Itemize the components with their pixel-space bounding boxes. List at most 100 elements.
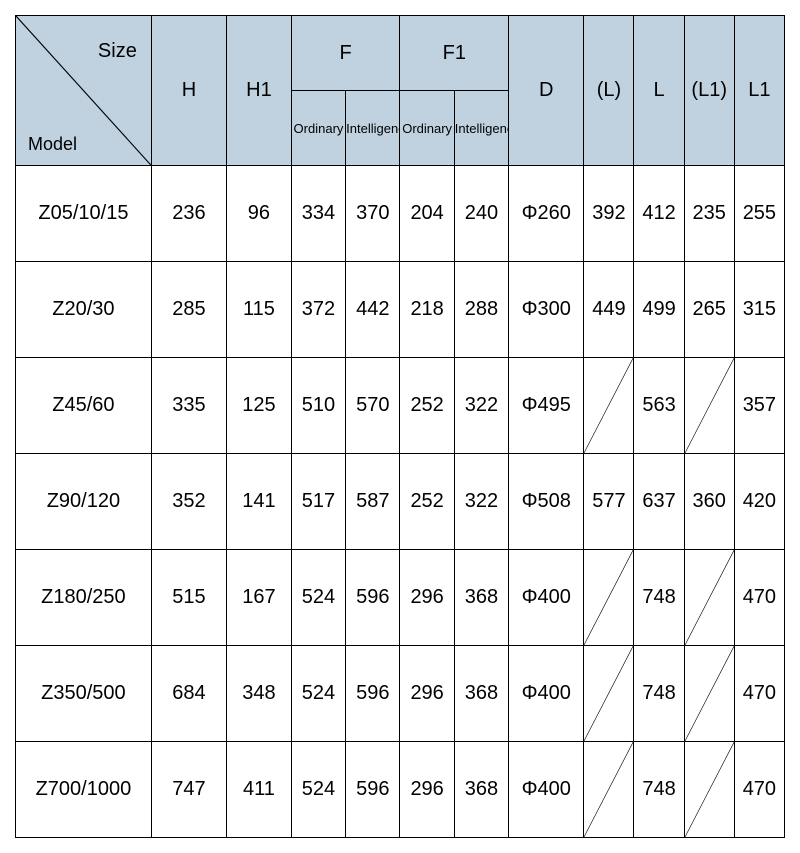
cell-D: Φ508: [509, 454, 584, 550]
cell-Lp: [584, 742, 634, 838]
cell-model: Z90/120: [16, 454, 152, 550]
table-row: Z90/120352141517587252322Φ50857763736042…: [16, 454, 785, 550]
cell-F-ordinary: 372: [291, 262, 345, 358]
col-L1p: (L1): [684, 16, 734, 166]
cell-H: 335: [151, 358, 226, 454]
cell-D: Φ495: [509, 358, 584, 454]
table-body: Z05/10/1523696334370204240Φ2603924122352…: [16, 166, 785, 838]
corner-model-label: Model: [28, 134, 77, 155]
cell-F-ordinary: 524: [291, 742, 345, 838]
cell-L1p: [684, 550, 734, 646]
cell-model: Z45/60: [16, 358, 152, 454]
cell-H: 236: [151, 166, 226, 262]
cell-Lp: 577: [584, 454, 634, 550]
cell-L1p: [684, 742, 734, 838]
cell-L: 748: [634, 742, 684, 838]
cell-L1p: [684, 646, 734, 742]
cell-D: Φ400: [509, 646, 584, 742]
cell-H: 747: [151, 742, 226, 838]
table-row: Z700/1000747411524596296368Φ400748470: [16, 742, 785, 838]
cell-Lp: [584, 550, 634, 646]
table-row: Z350/500684348524596296368Φ400748470: [16, 646, 785, 742]
cell-L1: 255: [734, 166, 784, 262]
cell-L1p: [684, 358, 734, 454]
col-D: D: [509, 16, 584, 166]
cell-F1-intelligence: 288: [454, 262, 508, 358]
cell-F1-ordinary: 252: [400, 454, 454, 550]
cell-F-intelligence: 570: [346, 358, 400, 454]
col-H: H: [151, 16, 226, 166]
corner-cell: Size Model: [16, 16, 152, 166]
cell-L1: 420: [734, 454, 784, 550]
cell-model: Z20/30: [16, 262, 152, 358]
table-row: Z45/60335125510570252322Φ495 563 357: [16, 358, 785, 454]
cell-F-intelligence: 370: [346, 166, 400, 262]
cell-F-ordinary: 510: [291, 358, 345, 454]
cell-model: Z350/500: [16, 646, 152, 742]
col-Lp: (L): [584, 16, 634, 166]
cell-L: 748: [634, 550, 684, 646]
cell-model: Z05/10/15: [16, 166, 152, 262]
cell-D: Φ400: [509, 550, 584, 646]
cell-L: 412: [634, 166, 684, 262]
cell-model: Z180/250: [16, 550, 152, 646]
cell-F-intelligence: 596: [346, 550, 400, 646]
cell-L: 499: [634, 262, 684, 358]
cell-L1p: 265: [684, 262, 734, 358]
cell-H: 352: [151, 454, 226, 550]
cell-F1-ordinary: 252: [400, 358, 454, 454]
col-F: F: [291, 16, 400, 91]
cell-F1-ordinary: 296: [400, 646, 454, 742]
cell-F-intelligence: 596: [346, 646, 400, 742]
cell-L1p: 360: [684, 454, 734, 550]
col-L: L: [634, 16, 684, 166]
cell-F-intelligence: 587: [346, 454, 400, 550]
cell-F-ordinary: 334: [291, 166, 345, 262]
cell-F-intelligence: 442: [346, 262, 400, 358]
cell-F1-ordinary: 218: [400, 262, 454, 358]
cell-H1: 411: [227, 742, 292, 838]
cell-F1-ordinary: 296: [400, 550, 454, 646]
col-F1: F1: [400, 16, 509, 91]
cell-L1: 315: [734, 262, 784, 358]
cell-L1: 357: [734, 358, 784, 454]
col-F-intelligence: Intelligence: [346, 91, 400, 166]
cell-D: Φ400: [509, 742, 584, 838]
cell-F1-ordinary: 296: [400, 742, 454, 838]
cell-F1-ordinary: 204: [400, 166, 454, 262]
col-F1-intelligence: Intelligence: [454, 91, 508, 166]
cell-D: Φ260: [509, 166, 584, 262]
cell-F1-intelligence: 368: [454, 646, 508, 742]
cell-L1: 470: [734, 742, 784, 838]
cell-H1: 125: [227, 358, 292, 454]
col-F1-ordinary: Ordinary: [400, 91, 454, 166]
cell-Lp: [584, 646, 634, 742]
table-row: Z05/10/1523696334370204240Φ2603924122352…: [16, 166, 785, 262]
cell-F-ordinary: 517: [291, 454, 345, 550]
table-row: Z20/30285115372442218288Φ300449499265315: [16, 262, 785, 358]
cell-H: 515: [151, 550, 226, 646]
cell-Lp: 392: [584, 166, 634, 262]
cell-H1: 115: [227, 262, 292, 358]
col-L1: L1: [734, 16, 784, 166]
cell-Lp: 449: [584, 262, 634, 358]
cell-L: 563: [634, 358, 684, 454]
corner-size-label: Size: [98, 40, 137, 63]
cell-F1-intelligence: 368: [454, 742, 508, 838]
cell-L1p: 235: [684, 166, 734, 262]
cell-F-ordinary: 524: [291, 646, 345, 742]
spec-table: Size Model H H1 F F1 D (L) L (L1) L1 Ord…: [15, 15, 785, 838]
cell-H1: 96: [227, 166, 292, 262]
cell-L1: 470: [734, 646, 784, 742]
cell-F-ordinary: 524: [291, 550, 345, 646]
cell-F1-intelligence: 240: [454, 166, 508, 262]
cell-L: 748: [634, 646, 684, 742]
cell-H: 285: [151, 262, 226, 358]
cell-F1-intelligence: 322: [454, 358, 508, 454]
cell-H1: 167: [227, 550, 292, 646]
cell-Lp: [584, 358, 634, 454]
table-row: Z180/250515167524596296368Φ400748470: [16, 550, 785, 646]
cell-H1: 348: [227, 646, 292, 742]
cell-F1-intelligence: 368: [454, 550, 508, 646]
col-F-ordinary: Ordinary: [291, 91, 345, 166]
